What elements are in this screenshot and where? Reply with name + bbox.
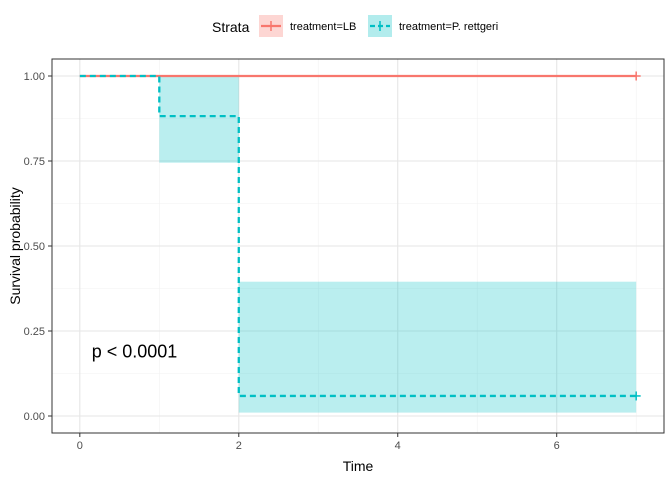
censor-marks [631, 71, 641, 401]
y-axis-label: Survival probability [7, 187, 23, 305]
censor-mark [631, 391, 641, 401]
legend-key [259, 15, 283, 37]
confidence-bands [159, 76, 637, 413]
y-axis: 0.00 0.25 0.50 0.75 1.00 [24, 71, 52, 423]
x-tick-label: 2 [236, 440, 242, 452]
legend-label: treatment=P. rettgeri [399, 21, 498, 33]
y-tick-label: 1.00 [24, 71, 45, 83]
x-tick-label: 6 [554, 440, 560, 452]
x-tick-label: 0 [77, 440, 83, 452]
survival-line [79, 74, 637, 398]
ci-band [159, 76, 239, 163]
legend-label: treatment=LB [290, 21, 356, 33]
y-tick-label: 0.25 [24, 326, 45, 338]
p-value-annotation: p < 0.0001 [92, 341, 178, 361]
y-tick-label: 0.50 [24, 241, 45, 253]
censor-mark [631, 71, 641, 81]
ci-band [238, 281, 637, 413]
y-tick-label: 0.75 [24, 156, 45, 168]
x-tick-label: 4 [395, 440, 401, 452]
legend: Strata treatment=LB treatment=P. rettgeri [212, 15, 498, 37]
survival-curves [79, 74, 637, 398]
grid [52, 59, 664, 433]
legend-key [368, 15, 392, 37]
legend-title: Strata [212, 19, 250, 35]
y-tick-label: 0.00 [24, 411, 45, 423]
x-axis-label: Time [343, 458, 374, 474]
x-axis: 0 2 4 6 [77, 433, 560, 452]
